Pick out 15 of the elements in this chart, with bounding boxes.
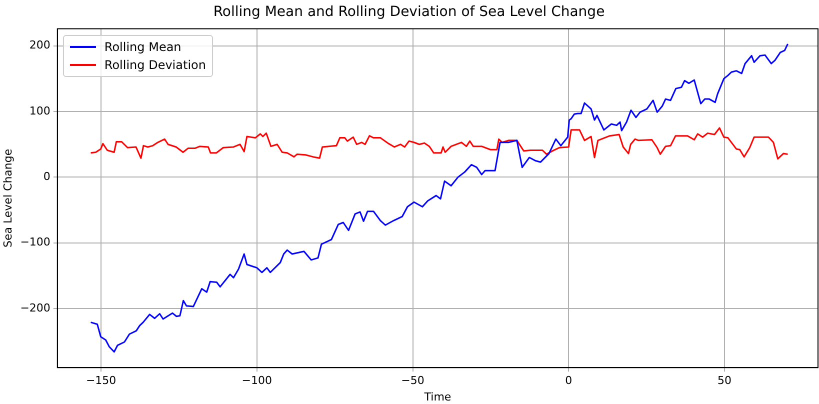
x-tick-label: −150 [86, 374, 116, 388]
x-tick-label: −50 [401, 374, 424, 388]
legend-label: Rolling Deviation [104, 56, 206, 74]
y-tick-label: −200 [20, 301, 50, 314]
y-tick-label: 200 [29, 38, 50, 52]
x-tick-label: 0 [565, 374, 572, 388]
chart-title: Rolling Mean and Rolling Deviation of Sea Level Change [213, 4, 605, 20]
y-axis-title: Sea Level Change [1, 148, 14, 248]
x-tick-label: 50 [717, 374, 732, 388]
legend-label: Rolling Mean [104, 38, 182, 56]
y-tick-label: −100 [20, 236, 50, 249]
y-tick-label: 0 [43, 170, 50, 184]
x-axis-title: Time [423, 390, 452, 404]
y-tick-label: 100 [29, 104, 50, 118]
x-tick-label: −100 [242, 374, 272, 388]
